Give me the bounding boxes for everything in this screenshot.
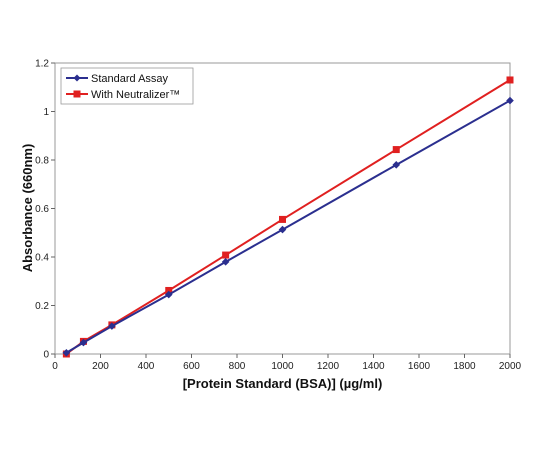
series-line-standard-assay (65, 99, 511, 354)
data-point-with-neutralizer (165, 286, 173, 294)
y-axis-ticks: 0 0.2 0.4 0.6 0.8 1 1.2 (35, 59, 55, 361)
x-tick-label: 200 (92, 361, 109, 372)
legend-entry-with-neutralizer: With Neutralizer™ (66, 89, 180, 101)
y-tick-label: 0.6 (35, 204, 49, 215)
data-point-standard-assay (79, 338, 88, 347)
data-point-standard-assay (221, 258, 230, 266)
y-tick-label: 1 (43, 107, 49, 118)
data-point-standard-assay (164, 290, 173, 299)
y-tick-label: 0.4 (35, 253, 49, 264)
data-point-standard-assay (392, 161, 401, 169)
y-tick-label: 0.2 (35, 301, 49, 312)
x-tick-label: 1800 (453, 361, 476, 372)
x-tick-label: 1600 (408, 361, 431, 372)
x-axis-ticks: 0 200 400 600 800 1000 1200 1400 1600 1800 2000 (52, 354, 522, 372)
x-tick-label: 2000 (499, 361, 522, 372)
x-axis-title: [Protein Standard (BSA)] (µg/ml) (183, 376, 383, 391)
legend-entry-standard-assay: Standard Assay (66, 73, 169, 85)
x-tick-label: 800 (229, 361, 246, 372)
y-tick-label: 0.8 (35, 156, 49, 167)
series-line-with-neutralizer (65, 79, 511, 355)
x-tick-label: 1400 (362, 361, 385, 372)
data-point-with-neutralizer (506, 76, 514, 84)
legend-label-standard-assay: Standard Assay (91, 73, 169, 85)
data-point-standard-assay (62, 348, 71, 357)
legend-box (60, 67, 194, 105)
data-point-with-neutralizer (279, 215, 286, 223)
x-tick-label: 1200 (317, 361, 340, 372)
data-point-with-neutralizer (392, 146, 400, 154)
plot-frame (54, 62, 511, 355)
legend-label-with-neutralizer: With Neutralizer™ (91, 89, 180, 101)
data-point-with-neutralizer (222, 251, 230, 259)
x-tick-label: 0 (52, 361, 58, 372)
x-tick-label: 400 (138, 361, 155, 372)
legend-marker-standard-assay (73, 74, 81, 82)
x-tick-label: 600 (183, 361, 200, 372)
y-tick-label: 1.2 (35, 59, 49, 70)
legend: Standard Assay With Neutralizer™ (60, 67, 194, 105)
series-layer (62, 76, 514, 358)
legend-marker-with-neutralizer (73, 90, 81, 98)
data-point-standard-assay (506, 96, 514, 105)
y-tick-label: 0 (43, 350, 49, 361)
y-axis-title: Absorbance (660nm) (20, 144, 35, 273)
x-tick-label: 1000 (271, 361, 294, 372)
data-point-standard-assay (108, 322, 116, 330)
data-point-standard-assay (278, 225, 287, 234)
